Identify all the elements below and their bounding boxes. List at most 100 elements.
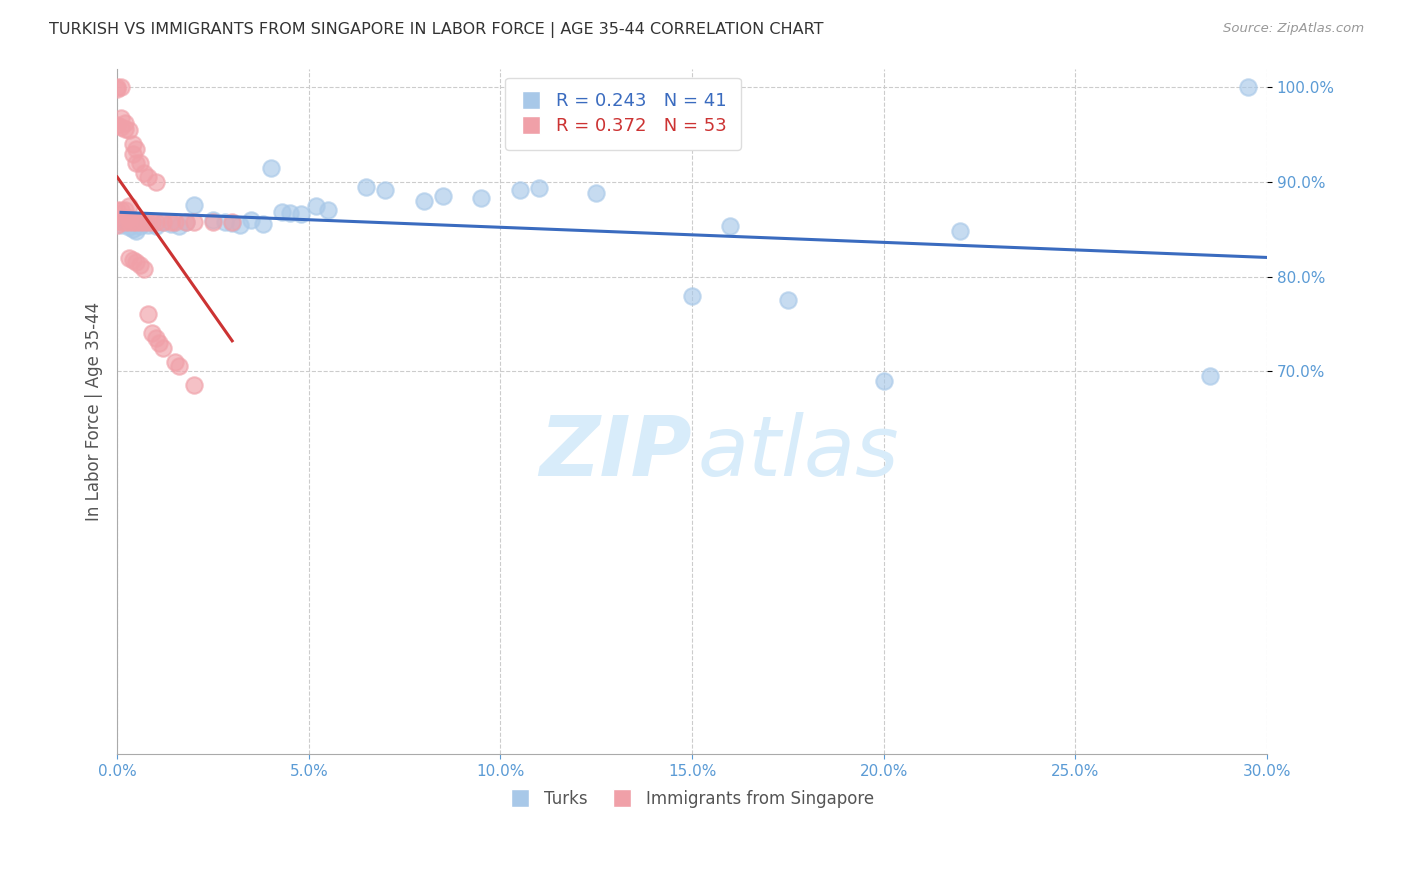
Point: [110, 111, 132, 125]
Point: [183, 197, 205, 211]
Point: [105, 118, 128, 132]
Point: [114, 215, 136, 229]
Y-axis label: In Labor Force | Age 35-44: In Labor Force | Age 35-44: [86, 301, 103, 521]
Point: [432, 189, 454, 203]
Point: [183, 215, 205, 229]
Point: [132, 165, 155, 179]
Point: [136, 215, 159, 229]
Point: [183, 378, 205, 392]
Point: [202, 212, 225, 227]
Point: [110, 80, 132, 95]
Point: [145, 219, 167, 233]
Point: [129, 258, 152, 272]
Point: [118, 199, 141, 213]
Point: [136, 307, 159, 321]
Point: [110, 218, 132, 232]
Point: [720, 219, 742, 233]
Point: [136, 170, 159, 185]
Point: [125, 142, 148, 156]
Point: [290, 207, 312, 221]
Point: [105, 203, 128, 218]
Point: [305, 199, 328, 213]
Point: [252, 217, 274, 231]
Point: [129, 215, 152, 229]
Point: [110, 215, 132, 229]
Point: [163, 355, 186, 369]
Point: [167, 219, 190, 233]
Point: [121, 222, 143, 236]
Point: [221, 215, 243, 229]
Point: [118, 220, 141, 235]
Point: [125, 215, 148, 229]
Point: [278, 206, 301, 220]
Point: [152, 341, 174, 355]
Point: [271, 205, 294, 219]
Point: [1237, 80, 1260, 95]
Point: [125, 156, 148, 170]
Point: [114, 203, 136, 218]
Point: [949, 224, 972, 238]
Point: [118, 215, 141, 229]
Point: [129, 219, 152, 234]
Point: [160, 215, 183, 229]
Point: [129, 156, 152, 170]
Point: [240, 212, 263, 227]
Point: [118, 123, 141, 137]
Point: [259, 161, 281, 175]
Point: [214, 215, 236, 229]
Point: [221, 216, 243, 230]
Point: [125, 224, 148, 238]
Point: [121, 252, 143, 267]
Point: [141, 215, 163, 229]
Point: [132, 215, 155, 229]
Text: atlas: atlas: [697, 412, 900, 493]
Point: [167, 359, 190, 374]
Point: [110, 203, 132, 218]
Point: [145, 331, 167, 345]
Point: [374, 183, 396, 197]
Point: [118, 251, 141, 265]
Point: [585, 186, 607, 201]
Point: [141, 326, 163, 341]
Point: [776, 293, 799, 308]
Text: Source: ZipAtlas.com: Source: ZipAtlas.com: [1223, 22, 1364, 36]
Point: [174, 215, 197, 229]
Point: [132, 216, 155, 230]
Point: [527, 180, 550, 194]
Point: [121, 146, 143, 161]
Point: [152, 215, 174, 229]
Point: [316, 203, 339, 218]
Point: [163, 215, 186, 229]
Point: [125, 255, 148, 269]
Point: [118, 211, 141, 225]
Point: [145, 215, 167, 229]
Point: [160, 217, 183, 231]
Point: [356, 179, 378, 194]
Point: [132, 262, 155, 277]
Point: [114, 215, 136, 229]
Point: [121, 215, 143, 229]
Point: [152, 215, 174, 229]
Point: [121, 137, 143, 152]
Point: [412, 194, 434, 208]
Point: [470, 191, 492, 205]
Point: [681, 288, 703, 302]
Point: [105, 80, 128, 95]
Point: [873, 374, 896, 388]
Point: [145, 175, 167, 189]
Text: TURKISH VS IMMIGRANTS FROM SINGAPORE IN LABOR FORCE | AGE 35-44 CORRELATION CHAR: TURKISH VS IMMIGRANTS FROM SINGAPORE IN …: [49, 22, 824, 38]
Point: [110, 120, 132, 135]
Point: [509, 183, 531, 197]
Point: [105, 218, 128, 232]
Legend: Turks, Immigrants from Singapore: Turks, Immigrants from Singapore: [503, 783, 880, 814]
Point: [202, 215, 225, 229]
Point: [174, 215, 197, 229]
Point: [114, 116, 136, 130]
Point: [229, 218, 252, 232]
Point: [114, 122, 136, 136]
Point: [1198, 368, 1220, 383]
Point: [136, 218, 159, 232]
Point: [105, 82, 128, 96]
Point: [148, 335, 170, 350]
Text: ZIP: ZIP: [540, 412, 692, 493]
